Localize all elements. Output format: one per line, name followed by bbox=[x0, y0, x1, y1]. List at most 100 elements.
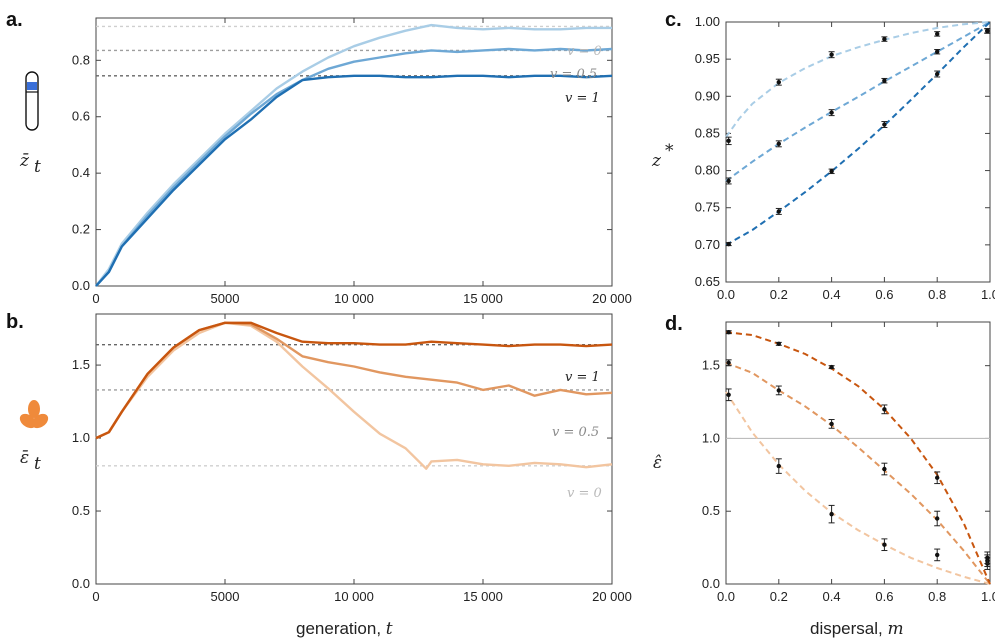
ytick-label: 1.0 bbox=[702, 430, 720, 445]
ylabel-a: z̄ t bbox=[19, 151, 41, 177]
xtick-label: 10 000 bbox=[334, 291, 374, 306]
series-line-a-2 bbox=[95, 74, 613, 287]
ytick-label: 0.5 bbox=[702, 503, 720, 518]
xtick-label: 20 000 bbox=[592, 291, 632, 306]
fit-curve-d-0 bbox=[725, 391, 991, 585]
xlabel-generation: generation, t bbox=[296, 619, 393, 639]
plot-frame-a bbox=[95, 17, 613, 287]
chromosome-icon bbox=[25, 71, 39, 131]
plot-a: 0 5000 10 000 15 000 20 000 0.0 0.2 0.4 0.6 0.8 bbox=[72, 17, 632, 306]
data-point bbox=[882, 466, 887, 472]
data-point bbox=[726, 241, 731, 247]
data-point bbox=[935, 516, 940, 521]
annotation-b-v0: v = 0 bbox=[567, 486, 602, 501]
trefoil-icon bbox=[19, 400, 49, 429]
data-point bbox=[882, 407, 887, 412]
ytick-label: 0.70 bbox=[695, 237, 720, 252]
ytick-label: 1.5 bbox=[702, 358, 720, 373]
xtick-label: 0.0 bbox=[717, 287, 735, 302]
plot-frame-b bbox=[95, 313, 613, 585]
data-point bbox=[776, 79, 781, 85]
annotation-b-v1: v = 1 bbox=[565, 370, 600, 385]
data-point bbox=[882, 542, 887, 547]
ylabel-a-main: z̄ bbox=[19, 151, 30, 171]
ytick-label: 0.0 bbox=[72, 576, 90, 591]
data-point bbox=[882, 78, 887, 83]
ylabel-a-sub: t bbox=[34, 157, 41, 177]
ytick-label: 0.85 bbox=[695, 125, 720, 140]
data-point bbox=[776, 388, 781, 393]
ylabel-c: z * bbox=[651, 141, 674, 171]
data-point bbox=[726, 360, 731, 365]
data-point bbox=[726, 329, 731, 335]
ylabel-c-sup: * bbox=[665, 141, 674, 161]
xtick-label: 0 bbox=[92, 291, 99, 306]
fit-curve-c-1 bbox=[725, 21, 991, 182]
data-point bbox=[776, 209, 781, 214]
series-line-b-0 bbox=[95, 321, 613, 470]
ytick-label: 0.5 bbox=[72, 503, 90, 518]
data-point bbox=[935, 552, 940, 558]
data-point bbox=[935, 49, 940, 54]
xtick-label: 0.2 bbox=[770, 287, 788, 302]
ylabel-b: ε̄ t bbox=[20, 448, 41, 474]
plot-frame-d bbox=[725, 321, 991, 585]
ytick-label: 1.0 bbox=[72, 430, 90, 445]
data-point bbox=[935, 71, 940, 77]
annotation-a-v1: v = 1 bbox=[565, 91, 600, 106]
series-line-b-2 bbox=[95, 321, 613, 440]
plot-d: 0.0 0.2 0.4 0.6 0.8 1.0 0.0 0.5 1.0 1.5 bbox=[702, 321, 995, 604]
series-line-a-0 bbox=[95, 23, 612, 287]
xtick-label: 15 000 bbox=[463, 589, 503, 604]
ytick-label: 0.80 bbox=[695, 163, 720, 178]
xtick-label: 20 000 bbox=[592, 589, 632, 604]
fit-curve-c-0 bbox=[725, 21, 991, 138]
fit-curve-c-2 bbox=[725, 21, 991, 246]
plot-c: 0.0 0.2 0.4 0.6 0.8 1.0 0.65 0.70 0.75 0.80 0.85 0.… bbox=[695, 14, 995, 302]
xtick-label: 5000 bbox=[211, 291, 240, 306]
xlabel-dispersal: dispersal, m bbox=[810, 619, 904, 639]
xtick-label: 0.8 bbox=[928, 287, 946, 302]
panel-label-d: d. bbox=[665, 313, 683, 335]
ytick-label: 0.0 bbox=[702, 576, 720, 591]
data-point bbox=[935, 475, 940, 480]
ytick-label: 0.2 bbox=[72, 222, 90, 237]
fit-curve-d-1 bbox=[725, 361, 991, 585]
data-point bbox=[985, 555, 990, 560]
fit-curve-d-2 bbox=[725, 331, 991, 585]
data-point bbox=[776, 141, 781, 147]
xtick-label: 0.0 bbox=[717, 589, 735, 604]
ylabel-c-main: z bbox=[651, 151, 662, 171]
plot-frame-c bbox=[725, 21, 991, 283]
xtick-label: 5000 bbox=[211, 589, 240, 604]
series-line-a-1 bbox=[95, 47, 613, 287]
data-point bbox=[829, 110, 834, 115]
annotation-a-v0: v = 0 bbox=[567, 44, 602, 59]
ytick-label: 0.6 bbox=[72, 109, 90, 124]
ytick-label: 0.4 bbox=[72, 165, 90, 180]
xtick-label: 0.6 bbox=[875, 589, 893, 604]
panel-label-c: c. bbox=[665, 9, 682, 31]
ytick-label: 1.5 bbox=[72, 357, 90, 372]
xtick-label: 15 000 bbox=[463, 291, 503, 306]
ylabel-b-main: ε̄ bbox=[20, 448, 29, 468]
xtick-label: 0.8 bbox=[928, 589, 946, 604]
data-point bbox=[985, 28, 990, 34]
data-point bbox=[882, 36, 887, 42]
xtick-label: 1.0 bbox=[981, 287, 995, 302]
ytick-label: 0.0 bbox=[72, 278, 90, 293]
data-point bbox=[726, 178, 731, 184]
data-point bbox=[829, 421, 834, 427]
data-point bbox=[882, 122, 887, 127]
panel-label-b: b. bbox=[6, 311, 24, 333]
data-point bbox=[829, 169, 834, 174]
annotation-a-v05: v = 0.5 bbox=[550, 67, 597, 82]
data-point bbox=[776, 341, 781, 347]
ytick-label: 0.90 bbox=[695, 88, 720, 103]
data-point bbox=[829, 364, 834, 370]
data-point bbox=[776, 463, 781, 469]
xtick-label: 10 000 bbox=[334, 589, 374, 604]
xtick-label: 0.4 bbox=[823, 287, 841, 302]
ytick-label: 0.95 bbox=[695, 51, 720, 66]
